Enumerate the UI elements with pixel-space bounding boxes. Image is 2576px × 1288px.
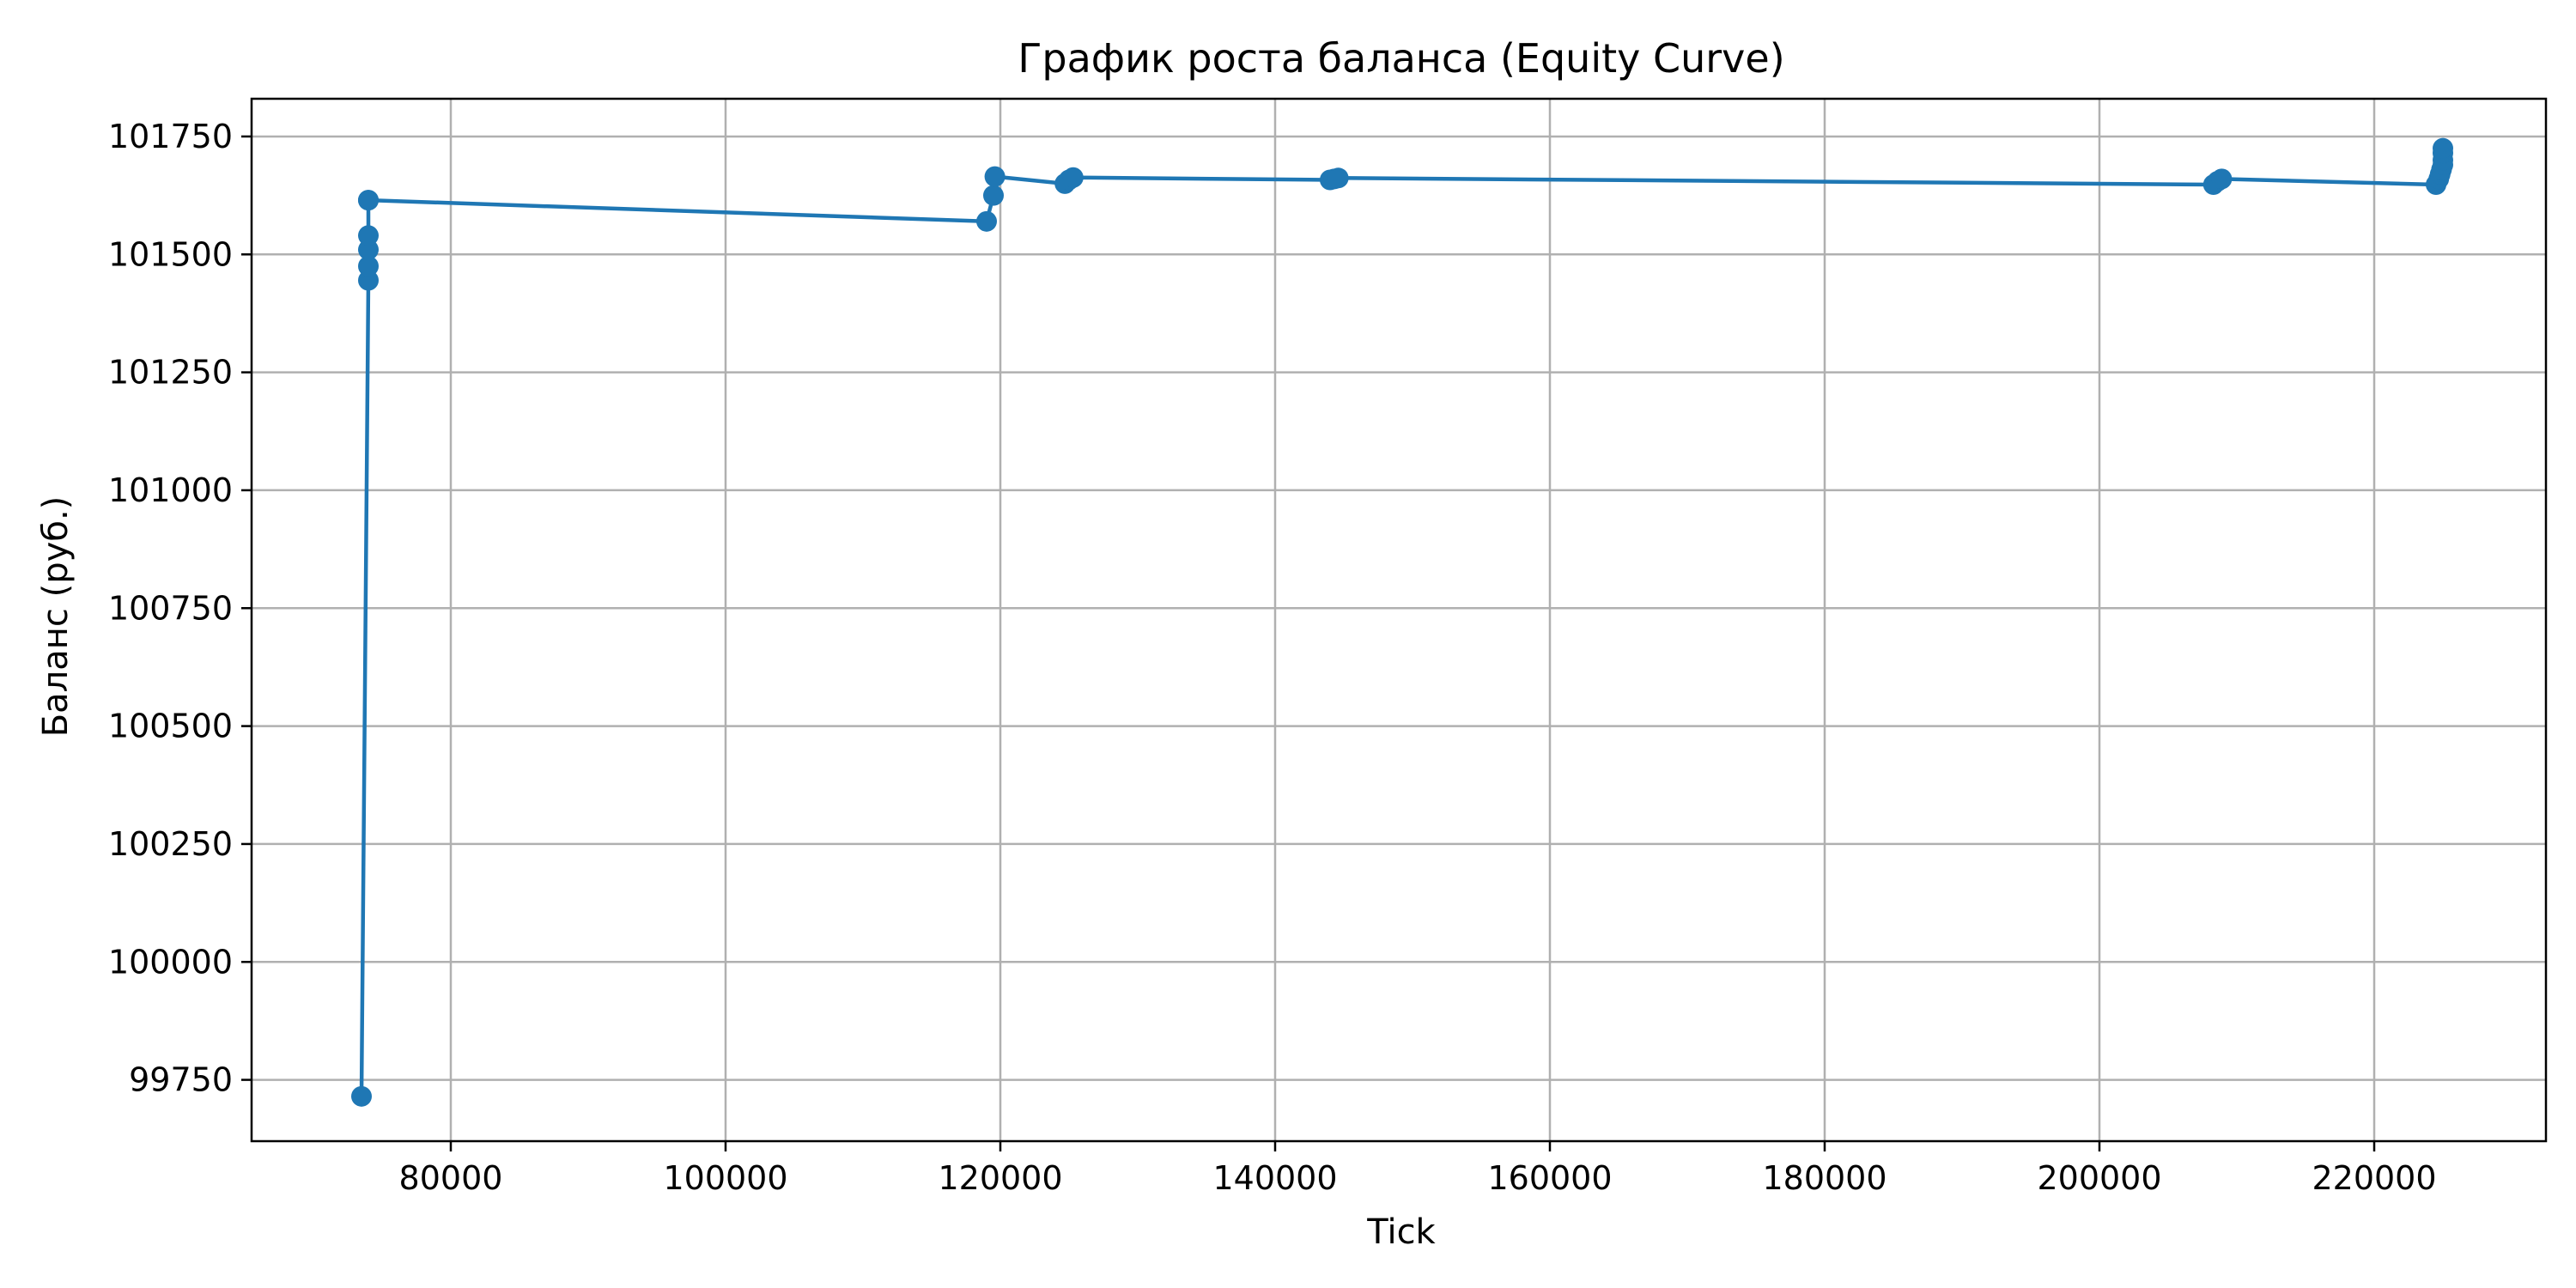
data-point [358,270,379,291]
x-tick-label: 80000 [399,1159,503,1197]
data-point [2211,168,2233,190]
y-tick-label: 101250 [108,354,233,392]
y-tick-label: 101750 [108,118,233,155]
x-tick-label: 160000 [1487,1159,1612,1197]
y-tick-label: 101500 [108,235,233,273]
tick-layer: 80000 100000 120000 140000 160000 180000 20000… [108,118,2437,1197]
chart-title: График роста баланса (Equity Curve) [1018,35,1784,82]
x-tick-label: 220000 [2312,1159,2436,1197]
x-tick-label: 120000 [938,1159,1062,1197]
data-point [983,185,1004,206]
data-point [976,210,997,232]
data-point [1327,167,1349,189]
x-axis-title: Tick [1366,1212,1436,1252]
y-tick-label: 101000 [108,471,233,509]
y-tick-label: 99750 [129,1061,233,1099]
data-point [351,1085,372,1107]
y-tick-label: 100750 [108,589,233,627]
grid-layer [252,99,2546,1141]
x-tick-label: 100000 [663,1159,787,1197]
x-tick-label: 140000 [1212,1159,1337,1197]
data-point [358,225,379,246]
y-tick-label: 100500 [108,708,233,745]
data-point [358,239,379,260]
data-point [1062,167,1084,188]
plot-frame [250,97,2548,1143]
series-layer [351,137,2453,1107]
y-axis-title: Баланс (руб.) [36,496,76,738]
x-tick-label: 180000 [1762,1159,1886,1197]
y-tick-label: 100250 [108,825,233,863]
data-point [2433,137,2453,159]
x-tick-label: 200000 [2037,1159,2161,1197]
data-point [984,166,1005,187]
y-tick-label: 100000 [108,943,233,981]
series-line [359,148,2445,1097]
data-point [358,190,379,211]
data-point [358,256,379,277]
